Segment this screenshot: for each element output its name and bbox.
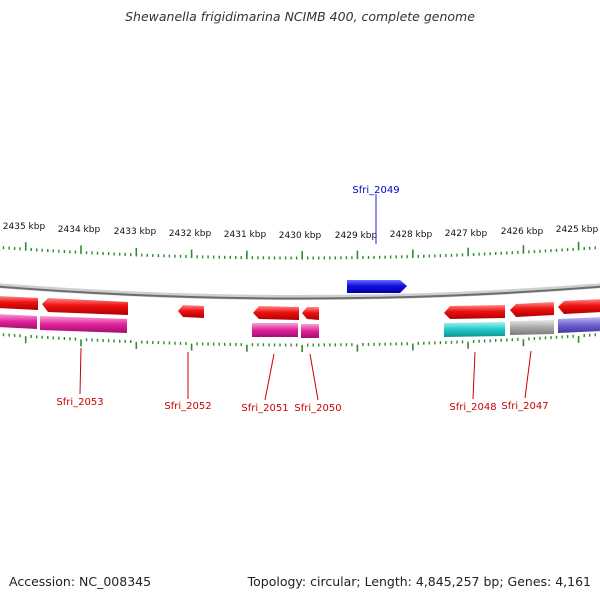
- gene-arrow-sfri-2052[interactable]: [178, 305, 204, 318]
- scale-label: 2426 kbp: [501, 227, 544, 237]
- scale-label: 2428 kbp: [390, 230, 433, 240]
- scale-label: 2429 kbp: [335, 231, 378, 241]
- scale-label: 2427 kbp: [445, 229, 488, 239]
- gene-arrow-sfri-2047[interactable]: [510, 302, 554, 317]
- gene-label-sfri-2047[interactable]: Sfri_2047: [501, 401, 548, 412]
- scale-label: 2431 kbp: [224, 230, 267, 240]
- label-leader-sfri-2050: [309, 353, 319, 401]
- scale-label: 2433 kbp: [114, 227, 157, 237]
- scale-label: 2425 kbp: [556, 225, 599, 235]
- genome-title: Shewanella frigidimarina NCIMB 400, comp…: [125, 9, 475, 24]
- scale-label: 2435 kbp: [3, 222, 46, 232]
- feature-bar-gray[interactable]: [510, 320, 554, 335]
- label-leader-sfri-2048: [472, 351, 476, 400]
- accession-label: Accession: NC_008345: [9, 574, 152, 589]
- scale-label: 2434 kbp: [58, 225, 101, 235]
- feature-bar-cyan[interactable]: [444, 322, 505, 337]
- feature-bar-magenta[interactable]: [40, 316, 127, 333]
- feature-bar-magenta[interactable]: [0, 314, 37, 329]
- genome-summary: Topology: circular; Length: 4,845,257 bp…: [247, 574, 591, 589]
- label-leader-sfri-2053: [79, 347, 82, 395]
- label-leader-sfri-2047: [524, 350, 532, 399]
- gene-arrow-sfri-2049[interactable]: [347, 280, 407, 293]
- genome-backbone: [0, 283, 600, 300]
- gene-label-sfri-2049[interactable]: Sfri_2049: [352, 185, 399, 196]
- gene-arrow-sfri-2050[interactable]: [302, 307, 319, 320]
- genome-backbone-line: [0, 285, 600, 300]
- bottom-tick-row: [2, 333, 596, 352]
- feature-bar-magenta[interactable]: [252, 323, 298, 337]
- scale-label: 2430 kbp: [279, 231, 322, 241]
- gene-label-sfri-2051[interactable]: Sfri_2051: [241, 403, 288, 414]
- gene-arrow-sfri-2048[interactable]: [444, 305, 505, 319]
- gene-arrow-sfri-2051[interactable]: [253, 306, 299, 320]
- gene-label-sfri-2050[interactable]: Sfri_2050: [294, 403, 341, 414]
- label-leader-sfri-2051: [264, 353, 275, 401]
- feature-bar-magenta[interactable]: [301, 324, 319, 338]
- gene-label-sfri-2048[interactable]: Sfri_2048: [449, 402, 496, 413]
- gene-label-sfri-2052[interactable]: Sfri_2052: [164, 401, 211, 412]
- feature-bar-purple[interactable]: [558, 317, 600, 333]
- gene-arrow-partial[interactable]: [0, 296, 38, 310]
- gene-arrow-sfri-2053[interactable]: [42, 298, 128, 315]
- top-tick-row: [2, 241, 596, 260]
- gene-label-sfri-2053[interactable]: Sfri_2053: [56, 397, 103, 408]
- gene-arrow-right-partial[interactable]: [558, 299, 600, 314]
- scale-label: 2432 kbp: [169, 229, 212, 239]
